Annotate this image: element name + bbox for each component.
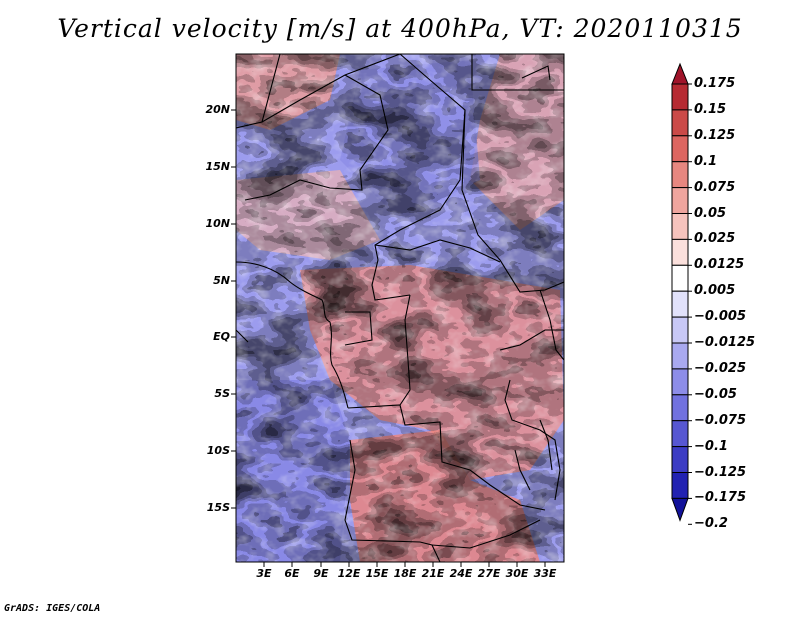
- lon-label: 21E: [421, 567, 445, 580]
- colorbar-label: 0.005: [694, 283, 736, 299]
- colorbar-swatch: [671, 342, 689, 370]
- colorbar-label: −0.1: [694, 438, 728, 454]
- colorbar-label: 0.1: [694, 153, 718, 169]
- colorbar-label: −0.05: [694, 386, 737, 402]
- colorbar-swatch: [671, 213, 689, 240]
- colorbar-label: 0.025: [694, 231, 736, 247]
- lon-label: 9E: [313, 567, 329, 580]
- chart-title: Vertical velocity [m/s] at 400hPa, VT: 2…: [57, 14, 743, 43]
- colorbar-top-arrow: [671, 62, 689, 85]
- colorbar-swatch: [671, 135, 689, 163]
- colorbar-swatch: [671, 238, 689, 266]
- lat-label: 5S: [214, 387, 230, 400]
- colorbar-label: 0.0125: [694, 257, 745, 273]
- lon-label: 27E: [477, 567, 501, 580]
- colorbar-label: 0.175: [694, 76, 736, 91]
- lon-label: 24E: [449, 567, 473, 580]
- colorbar-swatch: [671, 83, 689, 111]
- lat-label: 15N: [205, 160, 230, 173]
- colorbar-label: 0.075: [694, 179, 736, 195]
- velocity-field: [236, 54, 564, 562]
- colorbar-label: 0.125: [694, 127, 736, 143]
- colorbar-label: −0.2: [694, 516, 728, 532]
- colorbar-swatch: [671, 161, 689, 189]
- colorbar-label: −0.005: [694, 309, 747, 325]
- colorbar-swatch: [671, 368, 689, 396]
- colorbar-swatch: [671, 187, 689, 215]
- colorbar-swatch: [671, 290, 689, 318]
- lat-label: 5N: [213, 274, 230, 287]
- country-borders: [236, 54, 564, 562]
- colorbar-swatch: [671, 109, 689, 137]
- colorbar-swatch: [671, 420, 689, 448]
- lon-label: 6E: [284, 567, 300, 580]
- lon-label: 30E: [505, 567, 529, 580]
- lon-label: 33E: [533, 567, 557, 580]
- lat-label: EQ: [213, 330, 230, 343]
- colorbar-label: 0.15: [694, 101, 727, 117]
- lon-label: 12E: [337, 567, 361, 580]
- lat-label: 10S: [206, 444, 230, 457]
- colorbar-swatch: [671, 394, 689, 422]
- colorbar-label: −0.125: [694, 464, 747, 480]
- lon-label: 15E: [365, 567, 389, 580]
- colorbar-swatch: [671, 264, 689, 292]
- lat-label: 20N: [205, 103, 230, 116]
- colorbar-label: −0.175: [694, 490, 747, 506]
- colorbar-label: −0.025: [694, 360, 747, 376]
- colorbar-label: −0.0125: [694, 335, 756, 350]
- lon-label: 18E: [393, 567, 417, 580]
- colorbar-swatch: [671, 316, 689, 344]
- colorbar-label: 0.05: [694, 205, 727, 221]
- colorbar: [671, 62, 692, 525]
- lat-label: 15S: [206, 501, 230, 514]
- lon-label: 3E: [256, 567, 272, 580]
- colorbar-swatch: [671, 472, 689, 499]
- lat-label: 10N: [205, 217, 230, 230]
- grads-credit: GrADS: IGES/COLA: [4, 603, 101, 614]
- colorbar-swatch: [671, 446, 689, 474]
- colorbar-label: −0.075: [694, 412, 747, 428]
- map-frame: [231, 53, 565, 567]
- colorbar-bottom-arrow: [671, 497, 689, 522]
